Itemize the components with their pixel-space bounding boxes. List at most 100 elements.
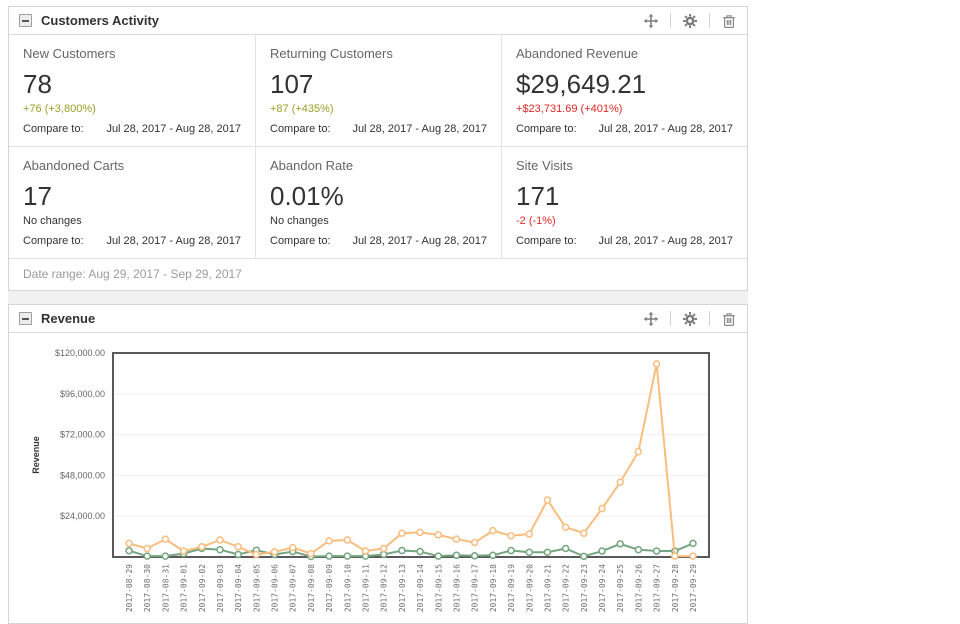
point-current-period xyxy=(270,548,279,556)
metric-value: $29,649.21 xyxy=(516,69,647,99)
svg-text:2017-09-05: 2017-09-05 xyxy=(252,564,261,612)
series-current-period xyxy=(128,363,693,558)
metric-delta: +$23,731.69 (+401%) xyxy=(516,103,623,115)
revenue-header: Revenue xyxy=(9,305,747,333)
compare-range: Jul 28, 2017 - Aug 28, 2017 xyxy=(598,235,733,247)
svg-text:$48,000.00: $48,000.00 xyxy=(60,470,105,480)
svg-text:2017-08-29: 2017-08-29 xyxy=(125,564,134,612)
compare-label: Compare to: xyxy=(270,123,331,135)
point-current-period xyxy=(143,544,151,553)
point-current-period xyxy=(198,543,206,551)
point-current-period xyxy=(671,552,679,560)
svg-text:2017-09-26: 2017-09-26 xyxy=(634,564,643,612)
svg-text:2017-09-04: 2017-09-04 xyxy=(234,564,243,612)
point-previous-period xyxy=(325,552,333,560)
point-current-period xyxy=(398,529,406,537)
metric-delta: -2 (-1%) xyxy=(516,215,556,227)
minus-icon xyxy=(22,19,29,22)
point-previous-period xyxy=(598,547,606,555)
svg-text:2017-09-21: 2017-09-21 xyxy=(543,564,552,612)
point-previous-period xyxy=(161,552,170,560)
point-previous-period xyxy=(634,545,643,554)
svg-text:2017-09-14: 2017-09-14 xyxy=(416,564,425,612)
svg-text:2017-09-15: 2017-09-15 xyxy=(434,564,443,612)
svg-text:2017-09-09: 2017-09-09 xyxy=(325,564,334,612)
compare-label: Compare to: xyxy=(270,235,331,247)
point-previous-period xyxy=(489,551,497,560)
point-previous-period xyxy=(525,548,534,556)
metric-value: 78 xyxy=(23,69,52,99)
customers-activity-panel: Customers Activity New Customers 78 xyxy=(8,6,748,291)
panel-title: Customers Activity xyxy=(41,13,159,28)
point-current-period xyxy=(325,537,333,545)
compare-range: Jul 28, 2017 - Aug 28, 2017 xyxy=(106,123,241,135)
compare-label: Compare to: xyxy=(23,123,84,135)
svg-text:2017-09-19: 2017-09-19 xyxy=(507,564,516,612)
svg-text:2017-09-24: 2017-09-24 xyxy=(598,564,607,612)
svg-text:2017-09-17: 2017-09-17 xyxy=(471,564,480,612)
point-current-period xyxy=(452,535,461,543)
trash-icon[interactable] xyxy=(721,13,737,29)
point-previous-period xyxy=(398,546,406,555)
trash-icon[interactable] xyxy=(721,311,737,327)
date-range-footer: Date range: Aug 29, 2017 - Sep 29, 2017 xyxy=(9,258,747,290)
point-current-period xyxy=(634,447,643,456)
point-previous-period xyxy=(143,552,151,560)
metric-delta: No changes xyxy=(23,215,82,227)
move-icon[interactable] xyxy=(643,13,659,29)
point-previous-period xyxy=(343,552,352,560)
metric-card-returning-customers: Returning Customers 107 +87 (+435%) Comp… xyxy=(255,35,501,146)
move-icon[interactable] xyxy=(643,311,659,327)
gear-icon[interactable] xyxy=(682,311,698,327)
point-current-period xyxy=(507,532,515,540)
point-current-period xyxy=(379,544,388,553)
svg-text:2017-09-29: 2017-09-29 xyxy=(689,564,698,612)
point-previous-period xyxy=(216,545,224,554)
point-current-period xyxy=(489,526,497,535)
svg-text:$96,000.00: $96,000.00 xyxy=(60,389,105,399)
svg-text:2017-09-01: 2017-09-01 xyxy=(180,564,189,612)
collapse-button[interactable] xyxy=(19,14,32,27)
point-previous-period xyxy=(616,540,624,548)
metric-label: Returning Customers xyxy=(270,46,393,61)
point-current-period xyxy=(580,529,588,537)
point-previous-period xyxy=(452,551,461,560)
point-previous-period xyxy=(543,548,552,556)
revenue-chart-area: $24,000.00 $48,000.00 $72,000.00 $96,000.00… xyxy=(9,333,747,623)
svg-text:2017-09-13: 2017-09-13 xyxy=(398,564,407,612)
svg-text:2017-09-10: 2017-09-10 xyxy=(343,564,352,612)
svg-text:$72,000.00: $72,000.00 xyxy=(60,430,105,440)
point-current-period xyxy=(543,496,552,504)
panel-title: Revenue xyxy=(41,311,96,326)
svg-text:2017-09-08: 2017-09-08 xyxy=(307,564,316,612)
point-current-period xyxy=(470,538,479,547)
point-current-period xyxy=(216,536,224,544)
gear-icon[interactable] xyxy=(682,13,698,29)
metric-card-abandoned-carts: Abandoned Carts 17 No changes Compare to… xyxy=(9,146,255,258)
point-current-period xyxy=(125,539,133,548)
metric-value: 17 xyxy=(23,181,52,211)
compare-range: Jul 28, 2017 - Aug 28, 2017 xyxy=(352,235,487,247)
point-current-period xyxy=(161,535,170,543)
svg-text:2017-09-18: 2017-09-18 xyxy=(489,564,498,612)
minus-icon xyxy=(22,317,29,320)
point-current-period xyxy=(234,543,242,551)
svg-text:2017-09-06: 2017-09-06 xyxy=(271,564,280,612)
point-current-period xyxy=(561,523,570,531)
metric-value: 171 xyxy=(516,181,560,211)
svg-text:2017-09-22: 2017-09-22 xyxy=(562,564,571,612)
svg-text:2017-08-30: 2017-08-30 xyxy=(143,564,152,612)
metric-label: Abandon Rate xyxy=(270,158,354,173)
metric-value: 107 xyxy=(270,69,314,99)
point-current-period xyxy=(179,547,188,555)
point-current-period xyxy=(361,547,370,555)
metric-label: New Customers xyxy=(23,46,116,61)
point-current-period xyxy=(343,536,352,544)
metric-card-abandoned-revenue: Abandoned Revenue $29,649.21 +$23,731.69… xyxy=(501,35,747,146)
point-previous-period xyxy=(507,546,515,555)
point-current-period xyxy=(416,528,424,537)
svg-text:2017-09-12: 2017-09-12 xyxy=(380,564,389,612)
point-current-period xyxy=(525,530,534,538)
collapse-button[interactable] xyxy=(19,312,32,325)
point-previous-period xyxy=(234,550,242,559)
